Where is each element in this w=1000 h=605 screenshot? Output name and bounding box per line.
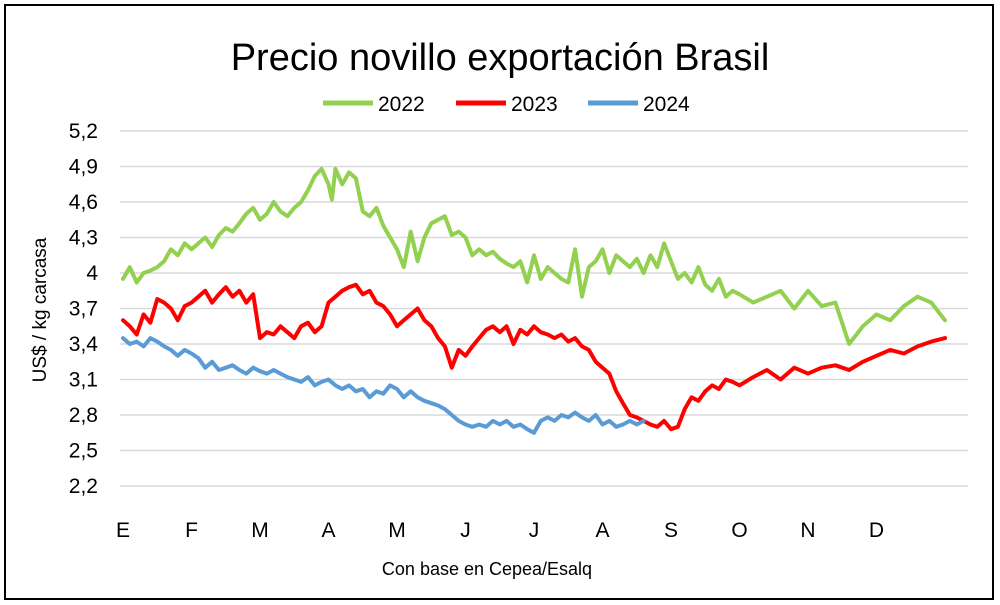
y-axis-ticks: 5,2 4,9 4,6 4,3 4 3,7 3,4 3,1 2,8 2,5 2,2 [69, 120, 99, 498]
x-tick-label: S [664, 519, 678, 542]
series-line-2024 [121, 336, 646, 435]
y-tick-label: 4,6 [69, 191, 98, 214]
y-tick-label: 4,3 [69, 227, 98, 250]
legend-label-2022: 2022 [378, 93, 425, 116]
x-tick-label: E [116, 519, 130, 542]
legend: 2022 2023 2024 [323, 93, 690, 116]
x-tick-label: F [185, 519, 198, 542]
y-tick-label: 4 [86, 262, 98, 285]
x-tick-label: A [595, 519, 609, 542]
y-tick-label: 3,7 [69, 298, 98, 321]
series-lines [121, 166, 947, 435]
y-tick-label: 2,8 [69, 404, 98, 427]
gridlines [120, 130, 968, 487]
series-line-2023 [121, 282, 947, 432]
y-tick-label: 3,4 [69, 333, 99, 356]
legend-label-2023: 2023 [511, 93, 558, 116]
x-axis-label: Con base en Cepea/Esalq [382, 559, 592, 579]
x-tick-label: J [460, 519, 471, 542]
x-tick-label: A [321, 519, 335, 542]
x-tick-label: J [529, 519, 540, 542]
y-axis-label: US$ / kg carcasa [30, 237, 51, 382]
x-tick-label: M [388, 519, 406, 542]
y-tick-label: 2,5 [69, 440, 98, 463]
y-tick-label: 5,2 [69, 120, 98, 143]
x-tick-label: O [731, 519, 747, 542]
x-tick-label: M [251, 519, 269, 542]
x-tick-label: D [869, 519, 884, 542]
legend-label-2024: 2024 [643, 93, 690, 116]
y-tick-label: 2,2 [69, 475, 98, 498]
x-tick-label: N [800, 519, 815, 542]
y-tick-label: 3,1 [69, 369, 98, 392]
series-line-2022 [121, 166, 947, 346]
chart-title: Precio novillo exportación Brasil [231, 37, 770, 79]
y-tick-label: 4,9 [69, 156, 98, 179]
